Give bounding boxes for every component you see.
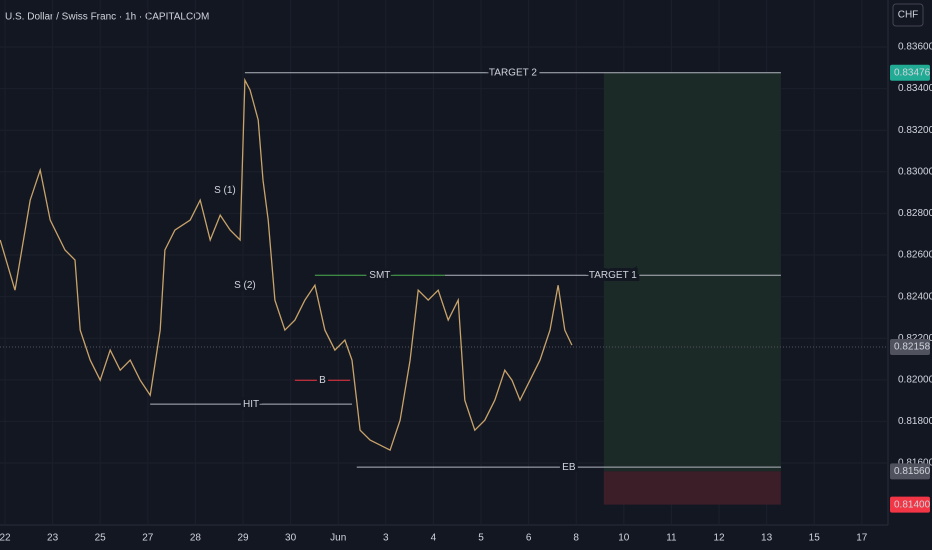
target-zone	[603, 72, 781, 472]
y-tick-label: 0.82200	[898, 333, 932, 344]
x-tick-label: 10	[618, 533, 630, 544]
price-tag	[890, 64, 930, 81]
y-tick-label: 0.81800	[898, 416, 932, 427]
x-tick-label: 25	[95, 533, 107, 544]
level-label: EB	[562, 462, 576, 473]
x-tick-label: Jun	[330, 533, 346, 544]
price-tag-label: 0.81400	[894, 499, 931, 510]
x-tick-label: 11	[666, 533, 677, 544]
level-label: TARGET 1	[589, 270, 637, 281]
x-tick-label: 8	[573, 533, 579, 544]
annotation: S (1)	[214, 185, 236, 196]
y-tick-label: 0.83000	[898, 166, 932, 177]
x-tick-label: 22	[0, 533, 11, 544]
x-tick-label: 15	[809, 533, 821, 544]
y-tick-label: 0.83400	[898, 83, 932, 94]
x-tick-label: 3	[383, 533, 389, 544]
y-tick-label: 0.82400	[898, 291, 932, 302]
currency-label[interactable]: CHF	[898, 10, 919, 21]
x-tick-label: 5	[478, 533, 484, 544]
y-tick-label: 0.83200	[898, 125, 932, 136]
currency-button[interactable]	[892, 3, 924, 27]
price-tag	[890, 496, 930, 513]
price-tag	[890, 463, 930, 480]
x-tick-label: 27	[142, 533, 154, 544]
level-label: TARGET 2	[489, 67, 537, 78]
x-tick-label: 30	[285, 533, 297, 544]
price-line	[0, 77, 573, 452]
y-tick-label: 0.81600	[898, 458, 932, 469]
price-tag-label: 0.82158	[894, 342, 931, 353]
x-tick-label: 13	[761, 533, 773, 544]
y-tick-label: 0.83600	[898, 42, 932, 53]
x-tick-label: 17	[856, 533, 868, 544]
x-tick-label: 4	[431, 533, 437, 544]
price-tag	[890, 338, 930, 355]
price-tag-label: 0.81560	[894, 466, 931, 477]
level-label: HIT	[243, 399, 259, 410]
y-tick-label: 0.82600	[898, 250, 932, 261]
y-tick-label: 0.82000	[898, 374, 932, 385]
y-tick-label: 0.82800	[898, 208, 932, 219]
level-label: B	[319, 375, 326, 386]
price-tag-label: 0.83476	[894, 67, 931, 78]
x-tick-label: 6	[526, 533, 532, 544]
x-tick-label: 12	[713, 533, 725, 544]
level-label: SMT	[369, 270, 390, 281]
x-tick-label: 29	[237, 533, 249, 544]
stop-zone	[603, 471, 781, 505]
x-tick-label: 28	[190, 533, 202, 544]
chart-title: U.S. Dollar / Swiss Franc · 1h · CAPITAL…	[5, 12, 209, 23]
x-tick-label: 23	[47, 533, 59, 544]
annotation: S (2)	[234, 280, 256, 291]
